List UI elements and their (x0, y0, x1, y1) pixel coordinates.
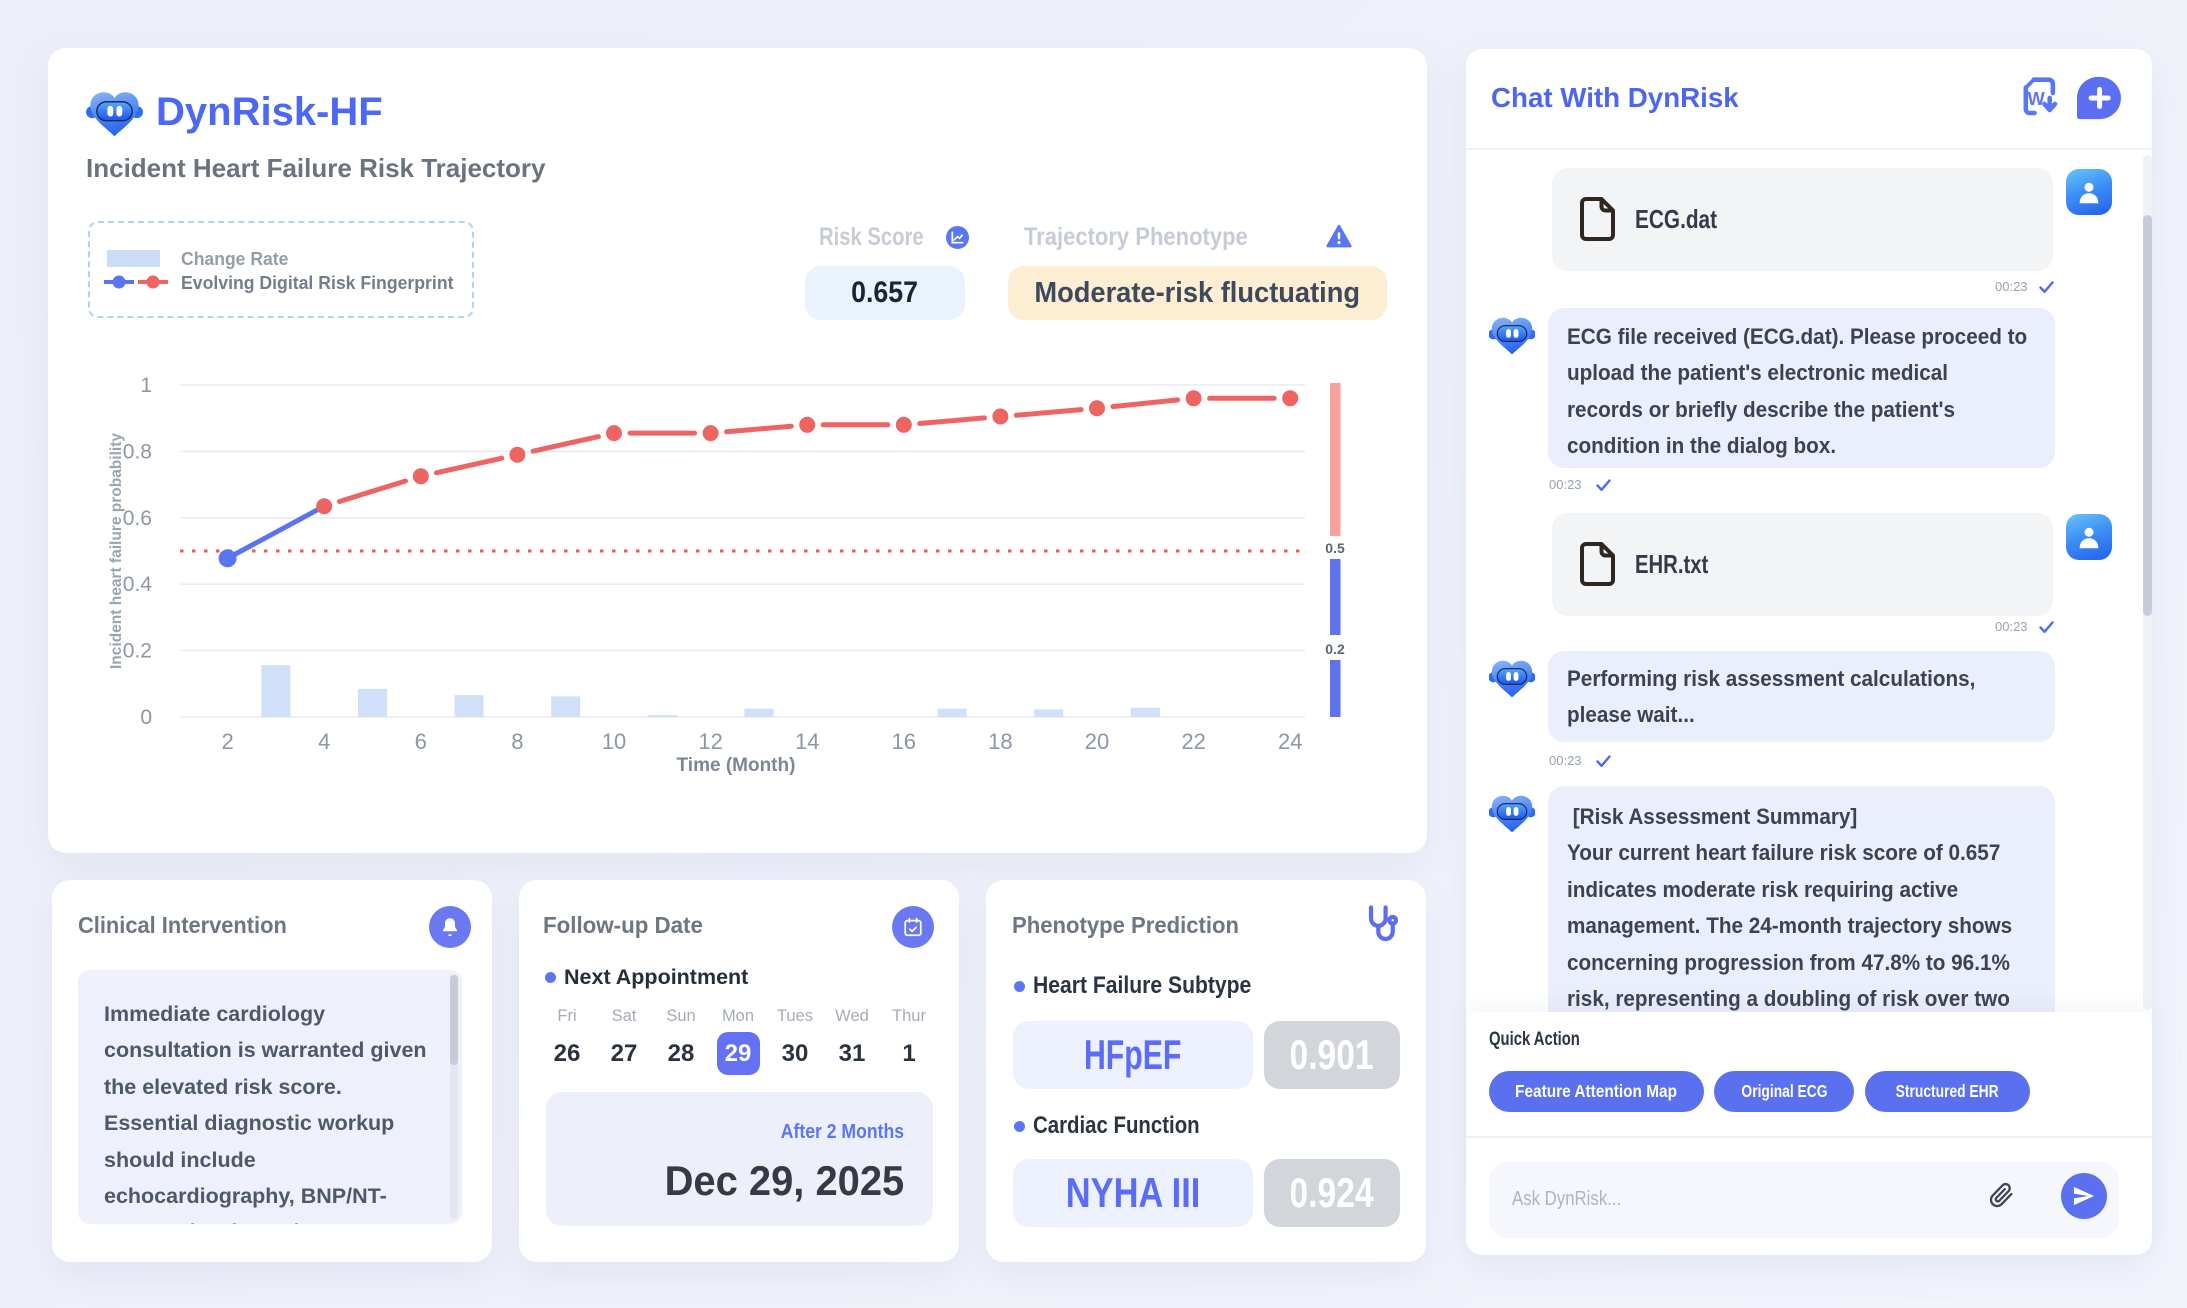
svg-text:16: 16 (892, 729, 916, 754)
svg-text:Incident heart failure probabi: Incident heart failure probability (108, 433, 125, 669)
svg-text:24: 24 (1278, 729, 1302, 754)
svg-text:18: 18 (988, 729, 1012, 754)
svg-text:Time (Month): Time (Month) (677, 755, 796, 776)
svg-text:6: 6 (415, 729, 427, 754)
svg-text:12: 12 (698, 729, 722, 754)
svg-text:4: 4 (318, 729, 330, 754)
svg-text:14: 14 (795, 729, 819, 754)
svg-text:1: 1 (140, 374, 152, 397)
svg-text:2: 2 (221, 729, 233, 754)
svg-text:0.8: 0.8 (123, 440, 152, 463)
svg-text:0.4: 0.4 (123, 573, 153, 596)
svg-text:0.2: 0.2 (1325, 641, 1345, 657)
svg-text:0.6: 0.6 (123, 507, 152, 530)
svg-text:22: 22 (1181, 729, 1205, 754)
svg-text:W: W (2028, 89, 2046, 109)
svg-text:10: 10 (602, 729, 626, 754)
svg-text:8: 8 (511, 729, 523, 754)
svg-text:0.2: 0.2 (123, 640, 152, 663)
svg-text:0.5: 0.5 (1325, 540, 1345, 556)
svg-text:0: 0 (140, 706, 152, 729)
svg-text:20: 20 (1085, 729, 1109, 754)
